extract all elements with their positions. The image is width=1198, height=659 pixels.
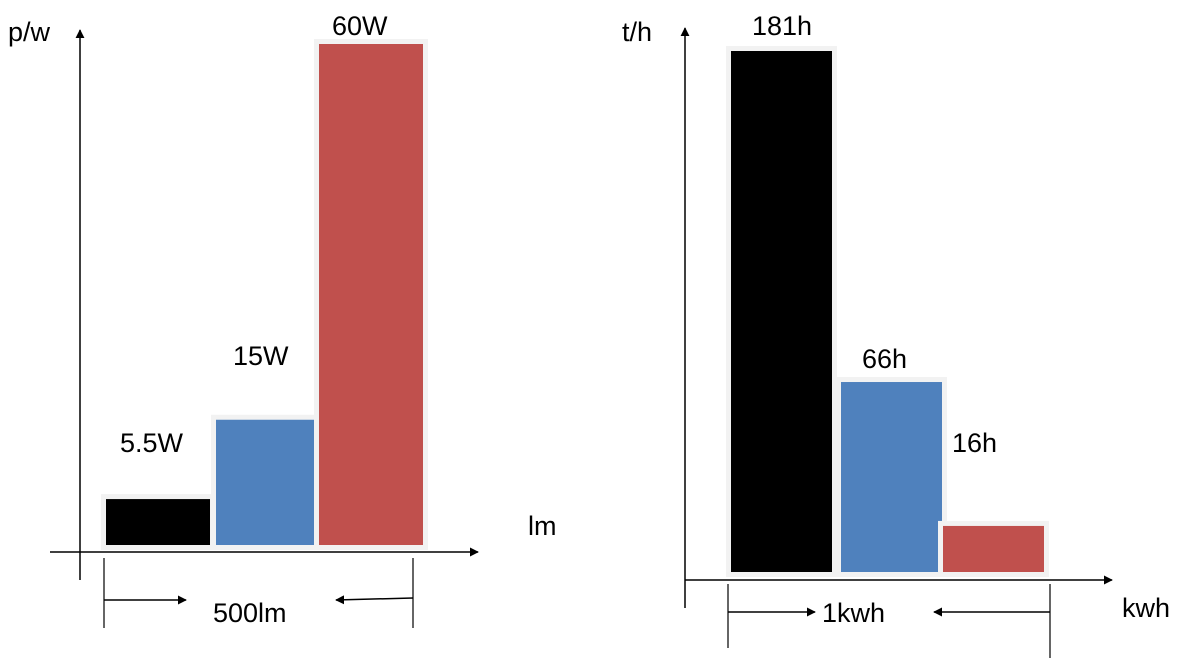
time-span-indicator: 1kwh (727, 584, 1051, 658)
power-bar-1 (106, 499, 210, 545)
time-bar-label-1: 181h (752, 11, 812, 41)
time-bar-3 (943, 525, 1044, 572)
power-span-label: 500lm (213, 598, 287, 628)
time-bar-1 (731, 51, 832, 572)
time-x-axis-label: kwh (1122, 593, 1170, 623)
time-y-axis-label: t/h (622, 17, 652, 47)
power-span-indicator: 500lm (103, 558, 414, 628)
time-bar-2 (841, 382, 942, 572)
power-bar-label-3: 60W (332, 11, 388, 41)
power-span-right-arrow (335, 595, 414, 605)
power-x-axis-label: lm (528, 511, 557, 541)
time-chart: t/h kwh 181h 66h 16h 1kwh (622, 11, 1170, 658)
power-bar-3 (319, 44, 423, 545)
power-chart: p/w lm 5.5W 15W 60W 500lm (8, 11, 557, 628)
power-bar-label-1: 5.5W (120, 428, 184, 458)
time-bars (726, 46, 1049, 577)
power-bars (101, 39, 428, 550)
time-bar-label-2: 66h (862, 344, 907, 374)
time-bar-label-3: 16h (952, 428, 997, 458)
power-bar-label-2: 15W (233, 341, 289, 371)
power-y-axis-label: p/w (8, 17, 51, 47)
power-bar-2 (216, 419, 320, 545)
time-span-label: 1kwh (822, 598, 885, 628)
